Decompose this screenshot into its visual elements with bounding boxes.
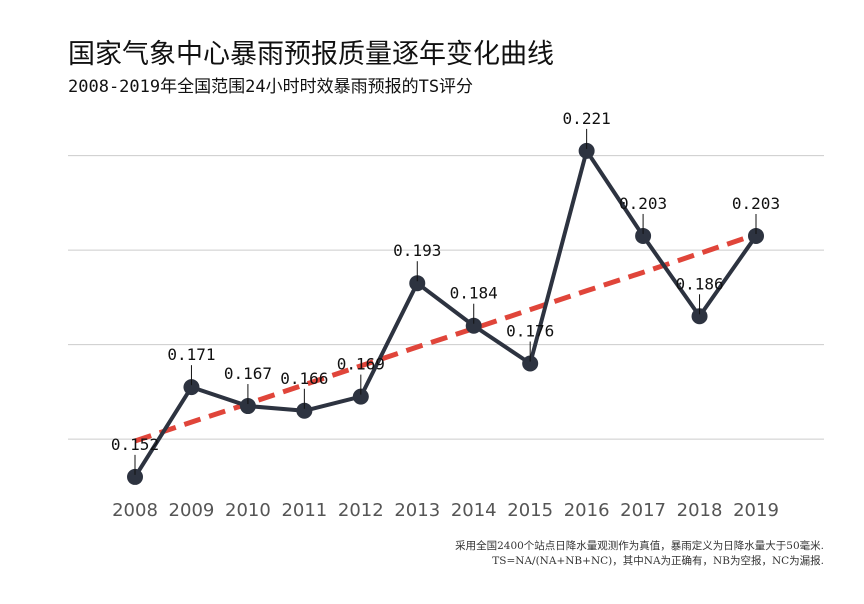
x-tick-label: 2017 bbox=[620, 500, 666, 521]
x-tick-label: 2008 bbox=[112, 500, 158, 521]
footnotes: 采用全国2400个站点日降水量观测作为真值，暴雨定义为日降水量大于50毫米. T… bbox=[455, 539, 824, 569]
chart-title: 国家气象中心暴雨预报质量逐年变化曲线 bbox=[68, 39, 554, 70]
data-point bbox=[578, 142, 595, 159]
x-tick-label: 2009 bbox=[169, 500, 215, 521]
footnote-line: TS=NA/(NA+NB+NC)，其中NA为正确有，NB为空报，NC为漏报. bbox=[492, 555, 824, 567]
data-point bbox=[296, 402, 313, 419]
x-tick-label: 2015 bbox=[507, 500, 553, 521]
data-label: 0.186 bbox=[675, 274, 723, 293]
x-tick-label: 2010 bbox=[225, 500, 271, 521]
data-point bbox=[183, 379, 200, 396]
data-point bbox=[465, 317, 482, 334]
data-label: 0.171 bbox=[167, 345, 215, 364]
data-label: 0.203 bbox=[732, 194, 780, 213]
data-label: 0.193 bbox=[393, 241, 441, 260]
data-point bbox=[635, 227, 652, 244]
data-label: 0.176 bbox=[506, 322, 554, 341]
series-line bbox=[133, 148, 758, 478]
data-label: 0.221 bbox=[563, 109, 611, 128]
trend-line bbox=[134, 232, 757, 444]
x-tick-label: 2014 bbox=[451, 500, 497, 521]
footnote-line: 采用全国2400个站点日降水量观测作为真值，暴雨定义为日降水量大于50毫米. bbox=[455, 540, 824, 552]
x-tick-label: 2016 bbox=[564, 500, 610, 521]
data-point bbox=[691, 308, 708, 325]
chart-subtitle: 2008-2019年全国范围24小时时效暴雨预报的TS评分 bbox=[68, 77, 474, 97]
trend-line-layer bbox=[134, 232, 757, 444]
series-line-layer bbox=[127, 142, 764, 485]
gridlines bbox=[68, 155, 824, 440]
data-label: 0.166 bbox=[280, 369, 328, 388]
x-tick-label: 2011 bbox=[281, 500, 327, 521]
data-point bbox=[239, 398, 256, 415]
data-label: 0.203 bbox=[619, 194, 667, 213]
x-tick-label: 2019 bbox=[733, 500, 779, 521]
data-label: 0.167 bbox=[224, 364, 272, 383]
x-tick-label: 2018 bbox=[677, 500, 723, 521]
data-label: 0.152 bbox=[111, 435, 159, 454]
x-tick-labels: 2008 2009 2010 2011 2012 2013 2014 2015 2016 2017… bbox=[112, 500, 779, 521]
data-label: 0.184 bbox=[450, 284, 498, 303]
x-tick-label: 2012 bbox=[338, 500, 384, 521]
data-point bbox=[127, 468, 143, 485]
data-point bbox=[522, 355, 539, 372]
data-label: 0.169 bbox=[337, 355, 385, 374]
data-point bbox=[352, 388, 369, 405]
data-point bbox=[409, 275, 426, 292]
x-tick-label: 2013 bbox=[394, 500, 440, 521]
data-labels: 0.152 0.171 0.167 0.166 0.169 0.193 0.184 0.176… bbox=[111, 109, 780, 475]
data-point bbox=[748, 227, 764, 244]
